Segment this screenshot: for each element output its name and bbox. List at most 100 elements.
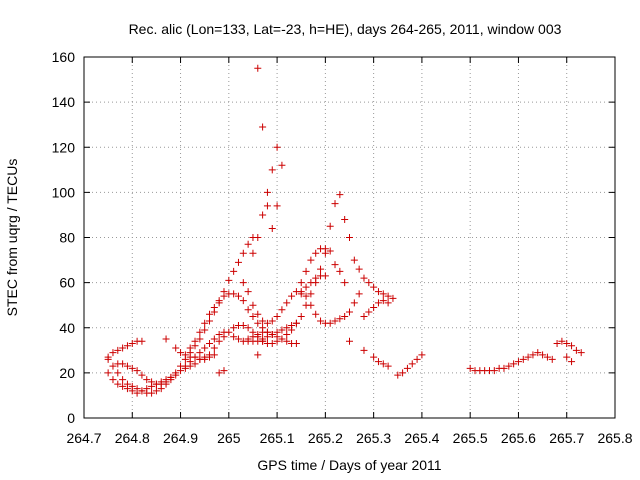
data-point [360, 312, 368, 320]
data-point [254, 319, 262, 327]
data-point [389, 294, 397, 302]
data-point [244, 240, 252, 248]
y-tick-label: 20 [59, 365, 75, 381]
data-point [259, 123, 267, 131]
data-point [312, 249, 320, 257]
data-point [413, 355, 421, 363]
data-point [191, 353, 199, 361]
data-point [230, 324, 238, 332]
data-point [365, 279, 373, 287]
data-point [138, 337, 146, 345]
data-point [162, 378, 170, 386]
data-point [341, 312, 349, 320]
data-point [230, 267, 238, 275]
data-point [292, 319, 300, 327]
data-point [292, 340, 300, 348]
data-point [297, 279, 305, 287]
data-point [278, 335, 286, 343]
data-point [201, 326, 209, 334]
data-point [514, 358, 522, 366]
data-point [114, 380, 122, 388]
data-point [172, 344, 180, 352]
data-point [143, 385, 151, 393]
data-point [273, 202, 281, 210]
y-tick-label: 140 [52, 94, 76, 110]
x-tick-label: 264.8 [115, 430, 150, 446]
data-point [355, 290, 363, 298]
data-point [317, 265, 325, 273]
data-point [186, 344, 194, 352]
data-point [510, 360, 518, 368]
x-tick-label: 265 [217, 430, 241, 446]
x-axis-label: GPS time / Days of year 2011 [257, 457, 441, 473]
data-point [234, 258, 242, 266]
data-point [534, 349, 542, 357]
data-point [331, 261, 339, 269]
data-point [191, 360, 199, 368]
data-point [172, 369, 180, 377]
data-point [568, 358, 576, 366]
data-point [288, 321, 296, 329]
data-point [215, 369, 223, 377]
data-point [268, 317, 276, 325]
data-point [259, 317, 267, 325]
data-point [128, 387, 136, 395]
data-point [336, 267, 344, 275]
x-tick-label: 264.7 [66, 430, 101, 446]
data-point [123, 342, 131, 350]
y-tick-label: 60 [59, 275, 75, 291]
data-point [259, 335, 267, 343]
data-point [355, 265, 363, 273]
data-point [331, 317, 339, 325]
data-point [268, 166, 276, 174]
data-point [259, 211, 267, 219]
data-point [230, 290, 238, 298]
data-point [206, 317, 214, 325]
data-point [263, 319, 271, 327]
data-point [201, 319, 209, 327]
data-point [278, 306, 286, 314]
data-point [215, 331, 223, 339]
data-point [374, 288, 382, 296]
data-point [157, 380, 165, 388]
data-point [370, 283, 378, 291]
data-point [283, 337, 291, 345]
data-point [297, 288, 305, 296]
data-point [326, 319, 334, 327]
data-point [244, 306, 252, 314]
data-point [249, 301, 257, 309]
x-tick-label: 265.3 [356, 430, 391, 446]
data-point [181, 364, 189, 372]
data-point [162, 335, 170, 343]
data-point [119, 382, 127, 390]
data-point [403, 364, 411, 372]
data-point [524, 353, 532, 361]
data-point [210, 335, 218, 343]
data-point [239, 249, 247, 257]
data-point [365, 308, 373, 316]
data-point [249, 249, 257, 257]
data-point [374, 299, 382, 307]
data-point [109, 349, 117, 357]
data-point [273, 312, 281, 320]
data-point [123, 362, 131, 370]
data-point [268, 340, 276, 348]
data-point [346, 308, 353, 316]
data-point [350, 256, 358, 264]
data-point [254, 351, 262, 359]
data-point [249, 312, 257, 320]
data-point [119, 376, 127, 384]
x-tick-label: 265.5 [453, 430, 488, 446]
data-point [321, 245, 329, 253]
data-point [288, 292, 296, 300]
data-point [302, 292, 310, 300]
data-point [119, 360, 127, 368]
data-point [196, 349, 204, 357]
data-point [408, 360, 416, 368]
data-point [177, 349, 185, 357]
data-point [572, 346, 580, 354]
data-point [254, 331, 262, 339]
data-point [128, 364, 136, 372]
data-point [283, 299, 291, 307]
